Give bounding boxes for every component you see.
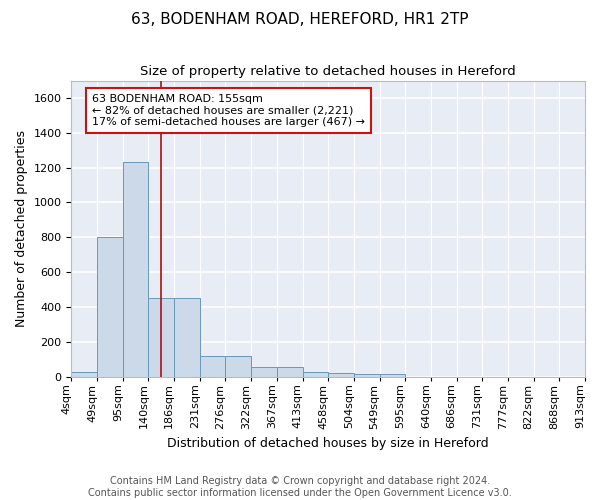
Bar xyxy=(277,367,302,376)
Bar xyxy=(71,372,97,376)
Bar xyxy=(302,372,328,376)
Bar xyxy=(200,356,226,376)
X-axis label: Distribution of detached houses by size in Hereford: Distribution of detached houses by size … xyxy=(167,437,489,450)
Text: Contains HM Land Registry data © Crown copyright and database right 2024.
Contai: Contains HM Land Registry data © Crown c… xyxy=(88,476,512,498)
Bar xyxy=(328,373,354,376)
Text: 63 BODENHAM ROAD: 155sqm
← 82% of detached houses are smaller (2,221)
17% of sem: 63 BODENHAM ROAD: 155sqm ← 82% of detach… xyxy=(92,94,365,127)
Title: Size of property relative to detached houses in Hereford: Size of property relative to detached ho… xyxy=(140,65,516,78)
Bar xyxy=(123,162,148,376)
Bar xyxy=(380,374,405,376)
Bar xyxy=(226,356,251,376)
Y-axis label: Number of detached properties: Number of detached properties xyxy=(15,130,28,327)
Bar xyxy=(97,238,123,376)
Bar xyxy=(354,374,380,376)
Bar xyxy=(148,298,174,376)
Text: 63, BODENHAM ROAD, HEREFORD, HR1 2TP: 63, BODENHAM ROAD, HEREFORD, HR1 2TP xyxy=(131,12,469,28)
Bar xyxy=(174,298,200,376)
Bar xyxy=(251,367,277,376)
